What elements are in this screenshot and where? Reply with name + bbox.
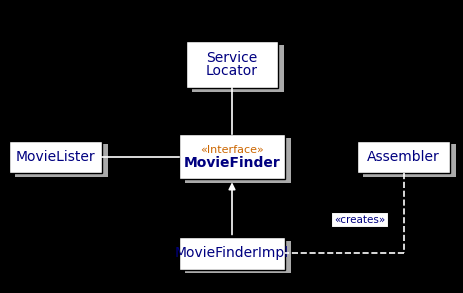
FancyBboxPatch shape: [191, 45, 284, 92]
Text: Locator: Locator: [206, 64, 257, 78]
FancyBboxPatch shape: [184, 138, 291, 183]
Text: «creates»: «creates»: [333, 215, 384, 225]
Text: Assembler: Assembler: [367, 150, 439, 164]
FancyBboxPatch shape: [9, 141, 102, 173]
FancyBboxPatch shape: [357, 141, 449, 173]
Text: «Interface»: «Interface»: [200, 145, 263, 155]
FancyBboxPatch shape: [184, 241, 291, 273]
FancyBboxPatch shape: [15, 144, 108, 177]
Text: MovieFinderImpl: MovieFinderImpl: [175, 246, 288, 260]
FancyBboxPatch shape: [178, 134, 285, 179]
FancyBboxPatch shape: [185, 41, 278, 88]
Text: MovieLister: MovieLister: [16, 150, 95, 164]
FancyBboxPatch shape: [178, 237, 285, 270]
Text: MovieFinder: MovieFinder: [183, 156, 280, 170]
Text: Service: Service: [206, 51, 257, 65]
FancyBboxPatch shape: [363, 144, 455, 177]
